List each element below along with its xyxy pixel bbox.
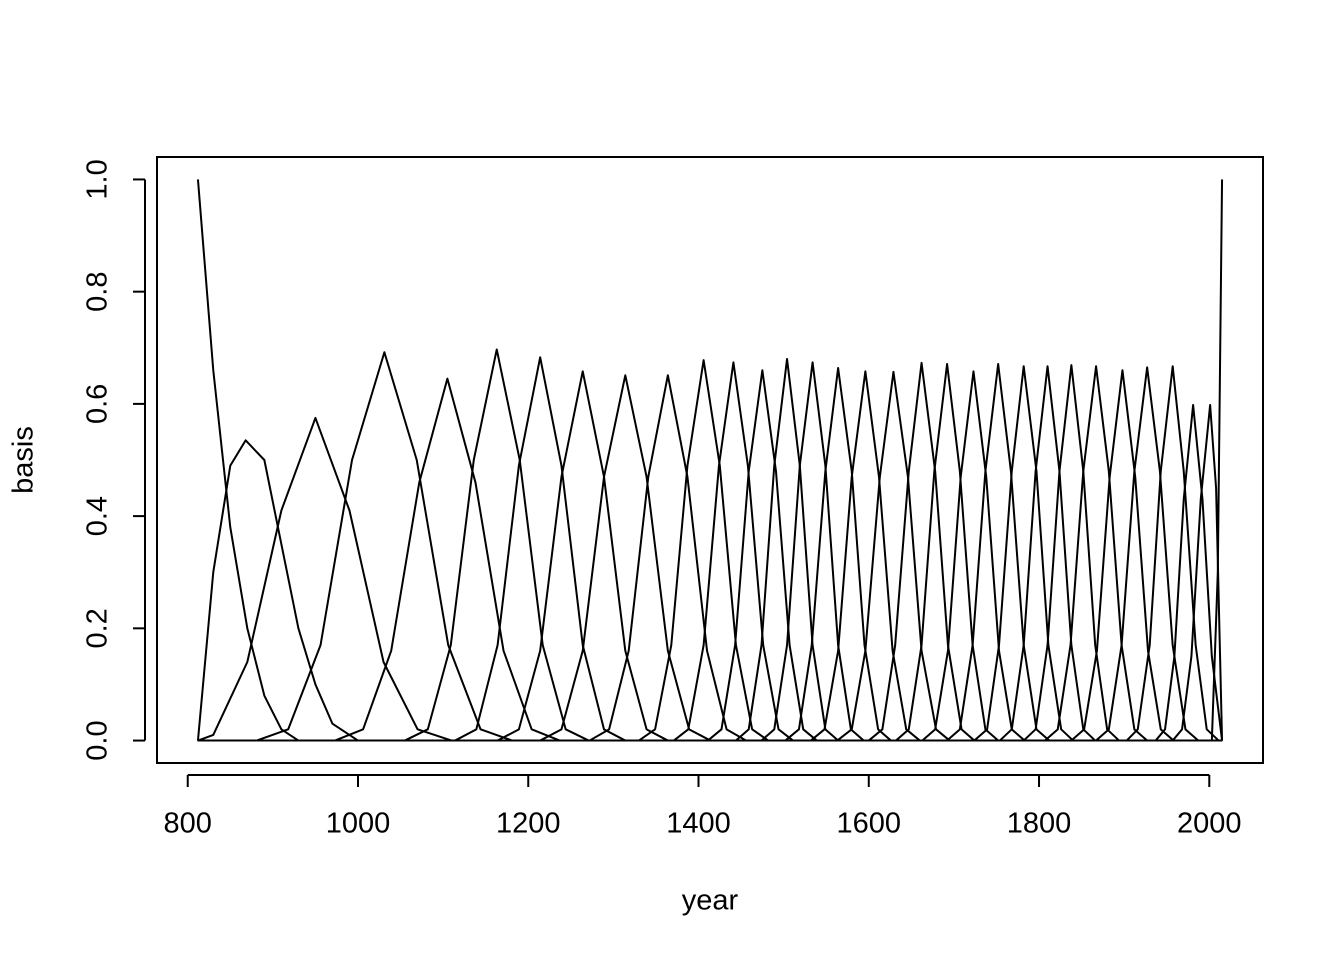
basis-curve <box>197 416 1223 742</box>
y-tick-label: 0.6 <box>82 384 114 424</box>
basis-curve <box>197 374 1223 742</box>
x-axis-label: year <box>682 885 739 917</box>
basis-curve <box>197 366 1223 742</box>
basis-curve <box>197 351 1223 742</box>
basis-curve <box>197 369 1223 742</box>
basis-curve <box>197 370 1223 742</box>
basis-curve <box>197 365 1223 742</box>
basis-curve <box>197 365 1223 742</box>
y-tick-label: 0.2 <box>82 608 114 648</box>
basis-curve <box>197 356 1223 742</box>
plot-frame <box>156 156 1264 764</box>
basis-curve <box>197 364 1223 742</box>
basis-curve <box>197 370 1223 742</box>
y-axis-label: basis <box>8 426 40 494</box>
basis-curve <box>197 365 1223 742</box>
basis-curve <box>197 359 1223 742</box>
basis-curve <box>197 366 1223 742</box>
basis-curve <box>197 374 1223 742</box>
y-tick-label: 1.0 <box>82 159 114 199</box>
basis-curve <box>197 348 1223 742</box>
x-tick-label: 2000 <box>1177 808 1242 840</box>
basis-curve <box>197 363 1223 742</box>
y-tick-label: 0.4 <box>82 496 114 536</box>
basis-curve <box>197 365 1223 742</box>
basis-curve <box>197 370 1223 742</box>
basis-curve <box>197 179 1224 742</box>
x-tick-label: 1600 <box>837 808 902 840</box>
basis-curve <box>197 404 1224 742</box>
basis-curve <box>197 377 1223 742</box>
basis-curve <box>197 358 1223 742</box>
x-tick-label: 1800 <box>1007 808 1072 840</box>
x-tick-label: 1000 <box>326 808 391 840</box>
y-tick-label: 0.8 <box>82 272 114 312</box>
basis-curve <box>197 369 1223 742</box>
x-tick-label: 1200 <box>496 808 561 840</box>
basis-curve <box>197 361 1223 742</box>
basis-curve <box>197 404 1224 742</box>
basis-curve <box>197 361 1223 742</box>
x-tick-label: 1400 <box>666 808 731 840</box>
basis-curve <box>197 363 1223 742</box>
y-tick-label: 0.0 <box>82 720 114 760</box>
basis-curve <box>196 439 1223 742</box>
basis-curve <box>197 361 1223 742</box>
basis-curve <box>196 179 1223 742</box>
x-tick-label: 800 <box>164 808 212 840</box>
basis-curve <box>197 370 1223 742</box>
